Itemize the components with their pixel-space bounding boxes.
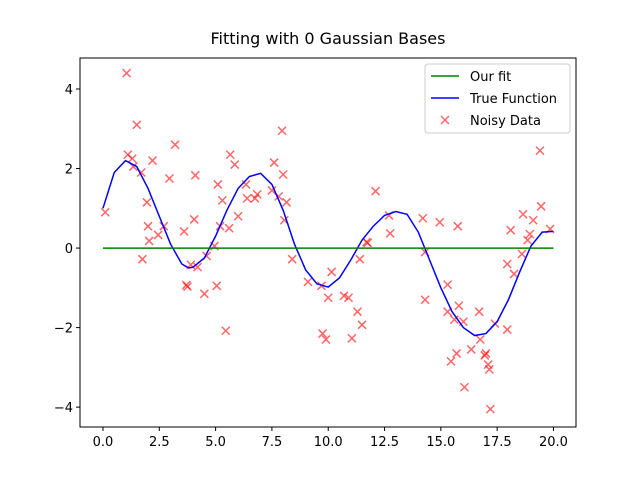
scatter-point bbox=[459, 382, 470, 392]
scatter-point bbox=[132, 120, 142, 130]
y-tick-label: 0 bbox=[65, 242, 73, 257]
scatter-point bbox=[443, 280, 453, 290]
scatter-point bbox=[435, 217, 445, 227]
scatter-point bbox=[485, 404, 495, 414]
scatter-point bbox=[454, 301, 464, 311]
scatter-point bbox=[147, 156, 158, 166]
scatter-point bbox=[420, 295, 430, 305]
scatter-point bbox=[474, 307, 484, 317]
scatter-point bbox=[287, 254, 297, 264]
scatter-point bbox=[352, 307, 363, 317]
scatter-point bbox=[453, 221, 463, 231]
scatter-point bbox=[217, 195, 227, 205]
scatter-point bbox=[318, 329, 328, 339]
scatter-point bbox=[370, 186, 381, 196]
scatter-point bbox=[164, 173, 174, 184]
scatter-point bbox=[321, 334, 331, 345]
scatter-point bbox=[347, 333, 357, 343]
scatter-point bbox=[179, 226, 189, 236]
scatter-point bbox=[323, 293, 333, 303]
scatter-point bbox=[199, 289, 209, 299]
axes-frame bbox=[79, 57, 577, 428]
legend-marker bbox=[440, 115, 450, 125]
x-tick-label: 15.0 bbox=[426, 435, 455, 450]
scatter-point bbox=[153, 230, 163, 240]
scatter-point bbox=[525, 229, 535, 239]
legend-box bbox=[424, 63, 571, 134]
scatter-point bbox=[502, 259, 512, 269]
scatter-point bbox=[303, 277, 313, 287]
scatter-point bbox=[189, 214, 199, 224]
scatter-point bbox=[170, 140, 180, 150]
scatter-point bbox=[242, 193, 252, 203]
scatter-point bbox=[466, 344, 476, 354]
x-tick-label: 2.5 bbox=[149, 435, 170, 450]
scatter-point bbox=[137, 254, 147, 264]
y-tick-label: −2 bbox=[54, 322, 73, 337]
scatter-point bbox=[127, 154, 137, 164]
scatter-point bbox=[221, 326, 231, 336]
scatter-point bbox=[343, 293, 354, 303]
scatter-point bbox=[230, 160, 240, 170]
scatter-point bbox=[225, 150, 235, 160]
scatter-point bbox=[385, 228, 395, 238]
scatter-point bbox=[327, 267, 337, 277]
scatter-point bbox=[278, 169, 288, 180]
x-tick-label: 10.0 bbox=[314, 435, 343, 450]
scatter-point bbox=[528, 215, 538, 225]
scatter-point bbox=[213, 179, 223, 189]
scatter-point bbox=[122, 68, 132, 78]
scatter-point bbox=[339, 291, 349, 301]
scatter-point bbox=[224, 223, 234, 233]
scatter-point bbox=[282, 197, 292, 207]
scatter-point bbox=[502, 325, 512, 335]
scatter-point bbox=[252, 189, 262, 199]
scatter-point bbox=[355, 254, 365, 264]
x-tick-label: 20.0 bbox=[539, 435, 568, 450]
scatter-point bbox=[518, 209, 528, 219]
legend-label: Our fit bbox=[470, 70, 511, 85]
scatter-point bbox=[535, 146, 545, 156]
scatter-point bbox=[143, 221, 153, 231]
scatter-point bbox=[363, 238, 373, 248]
x-tick-label: 0.0 bbox=[93, 435, 114, 450]
scatter-point bbox=[523, 235, 533, 245]
scatter-point bbox=[190, 170, 200, 180]
scatter-point bbox=[536, 201, 546, 211]
x-tick-label: 12.5 bbox=[370, 435, 399, 450]
scatter-point bbox=[484, 364, 494, 374]
x-tick-label: 17.5 bbox=[483, 435, 512, 450]
scatter-point bbox=[446, 356, 456, 366]
series-line bbox=[102, 159, 554, 337]
scatter-point bbox=[212, 281, 222, 291]
scatter-point bbox=[182, 282, 192, 292]
scatter-point bbox=[100, 207, 110, 217]
y-tick-label: −4 bbox=[54, 401, 73, 416]
scatter-point bbox=[481, 348, 491, 358]
scatter-point bbox=[449, 315, 459, 325]
y-tick-label: 2 bbox=[65, 163, 73, 178]
scatter-point bbox=[233, 211, 243, 221]
scatter-point bbox=[357, 320, 367, 330]
scatter-point bbox=[452, 348, 462, 358]
scatter-point bbox=[144, 236, 154, 246]
y-tick-label: 4 bbox=[65, 83, 73, 98]
scatter-point bbox=[142, 197, 152, 207]
scatter-point bbox=[517, 249, 527, 259]
scatter-point bbox=[509, 269, 519, 279]
x-tick-label: 5.0 bbox=[205, 435, 226, 450]
legend-label: Noisy Data bbox=[470, 114, 541, 129]
x-tick-label: 7.5 bbox=[262, 435, 283, 450]
scatter-point bbox=[193, 262, 203, 272]
scatter-point bbox=[506, 225, 516, 235]
scatter-point bbox=[277, 126, 287, 136]
chart-title: Fitting with 0 Gaussian Bases bbox=[211, 29, 446, 48]
scatter-point bbox=[475, 334, 485, 345]
legend-label: True Function bbox=[469, 92, 557, 107]
scatter-point bbox=[269, 158, 279, 168]
scatter-point bbox=[418, 213, 428, 223]
scatter-point bbox=[241, 179, 251, 189]
